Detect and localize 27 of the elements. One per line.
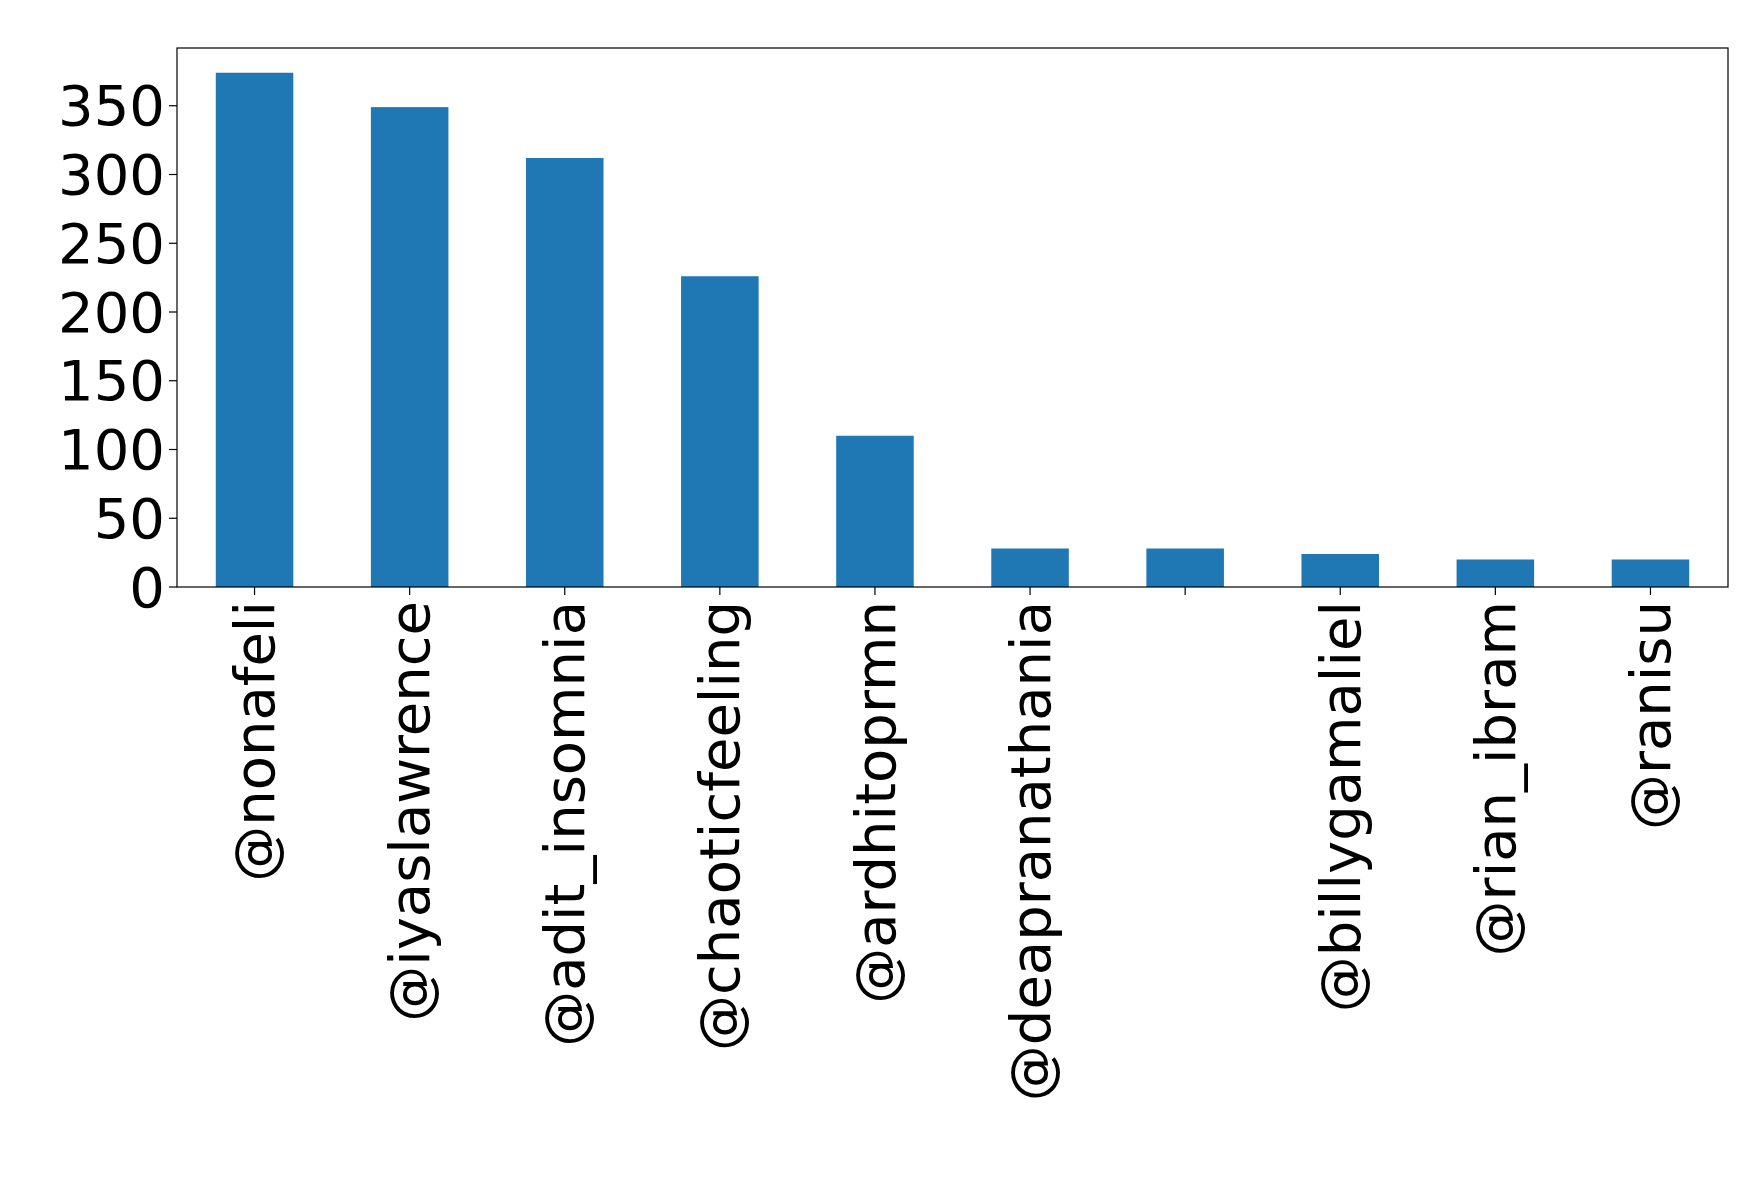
y-tick-label: 300: [58, 142, 165, 208]
bar: [681, 276, 759, 587]
y-tick-label: 350: [58, 73, 165, 139]
x-tick-label: @nonafeli: [222, 601, 288, 882]
bar: [1301, 554, 1380, 587]
x-tick-label: @rian_ibram: [1462, 601, 1528, 957]
bar: [1146, 548, 1224, 587]
bar: [836, 435, 914, 587]
y-tick-label: 200: [58, 279, 165, 345]
x-tick-label: @ranisu: [1618, 601, 1684, 831]
x-tick-label: @chaoticfeeling: [687, 601, 753, 1051]
y-tick-label: 150: [58, 348, 165, 414]
x-tick-label: @adit_insomnia: [532, 601, 598, 1047]
x-tick-label: @billygamaliel: [1307, 601, 1373, 1013]
y-tick-label: 250: [58, 210, 165, 276]
bar: [370, 107, 449, 587]
bar: [1611, 559, 1690, 587]
x-tick-label: @deapranathania: [997, 601, 1063, 1102]
bar: [991, 548, 1069, 587]
y-tick-label: 100: [58, 417, 165, 483]
y-tick-label: 50: [93, 485, 165, 551]
bar: [525, 158, 604, 587]
bar: [215, 72, 294, 587]
x-tick-label: @ardhitoprmn: [842, 601, 908, 1004]
bar: [1456, 559, 1535, 587]
x-tick-label: @iyaslawrence: [377, 601, 443, 1022]
y-tick-label: 0: [129, 554, 165, 620]
